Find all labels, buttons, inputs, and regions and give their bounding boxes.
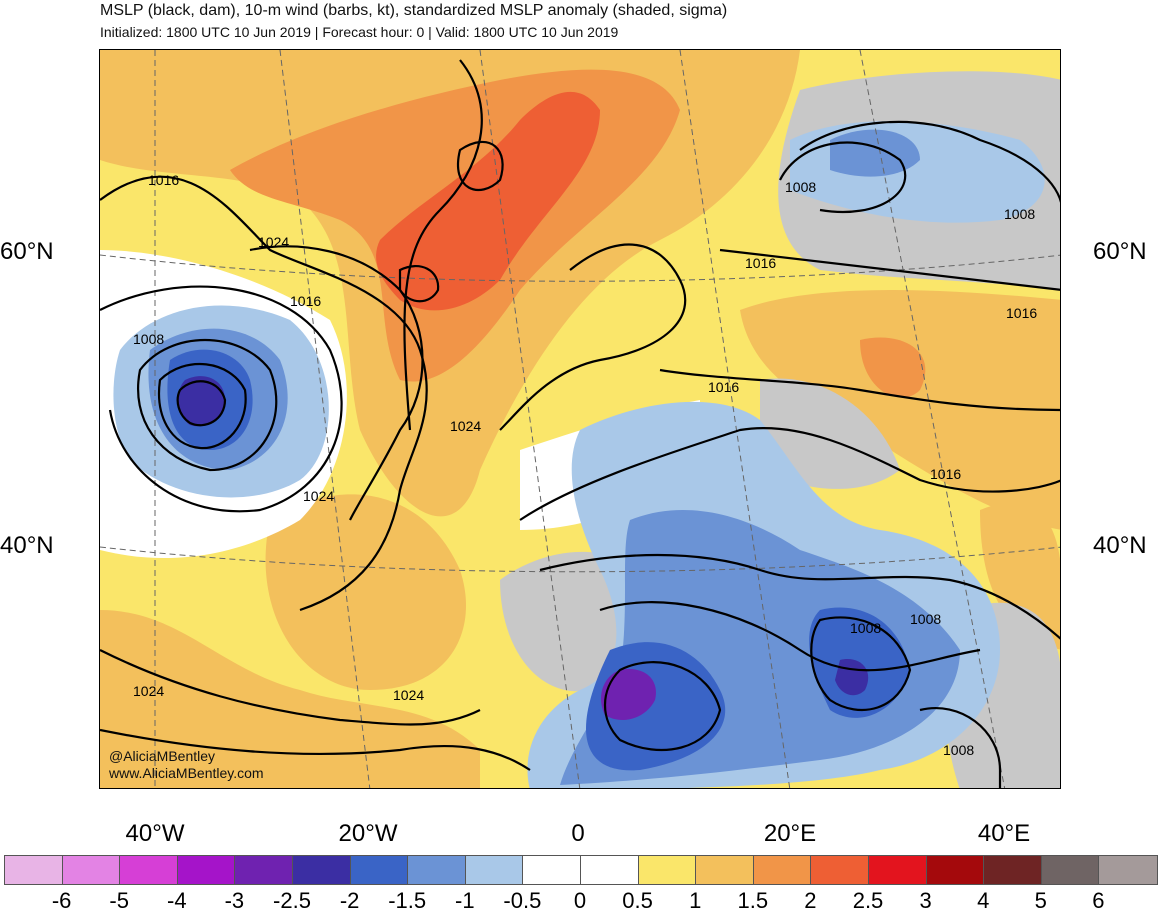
isobar-label: 1008 bbox=[850, 620, 881, 636]
colorbar-swatch bbox=[523, 856, 581, 884]
anomaly-region-east-europe bbox=[740, 290, 1060, 530]
isobars bbox=[100, 59, 1060, 788]
colorbar-swatch bbox=[926, 856, 985, 884]
isobar-label: 1024 bbox=[258, 234, 289, 250]
lon-label-40w: 40°W bbox=[125, 820, 185, 847]
lat-label-40n-right: 40°N bbox=[1093, 532, 1147, 559]
colorbar-tick-label: 5 bbox=[1034, 888, 1047, 913]
colorbar-tick-label: -0.5 bbox=[503, 888, 542, 913]
anomaly-region-cutoff-low-core bbox=[178, 376, 225, 427]
anomaly-region-scandinavia-low-mid bbox=[830, 129, 920, 177]
colorbar-tick-label: -1.5 bbox=[388, 888, 427, 913]
colorbar-tick-label: 2 bbox=[804, 888, 817, 913]
isobar-label: 1016 bbox=[708, 379, 739, 395]
colorbar-tick-label: 1 bbox=[689, 888, 702, 913]
isobar-label: 1008 bbox=[133, 331, 164, 347]
colorbar-tick-label: 6 bbox=[1092, 888, 1105, 913]
colorbar-tick-label: 0.5 bbox=[622, 888, 653, 913]
colorbar-swatch bbox=[868, 856, 927, 884]
weather-map: 1016 1024 1016 1008 1024 1024 1024 1024 … bbox=[99, 49, 1061, 789]
colorbar-swatch bbox=[120, 856, 178, 884]
isobar-label: 1024 bbox=[133, 683, 164, 699]
credit-handle: @AliciaMBentley bbox=[109, 748, 216, 764]
anomaly-region-baltic-east bbox=[860, 337, 926, 398]
anomaly-region-europe-low-core bbox=[600, 669, 656, 720]
anomaly-region-iceland-core bbox=[376, 91, 600, 311]
graticule bbox=[100, 50, 1060, 788]
lon-label-20w: 20°W bbox=[338, 820, 398, 847]
colorbar-swatch bbox=[811, 856, 869, 884]
anomaly-region-southwest bbox=[100, 610, 480, 788]
colorbar-tick-label: -3 bbox=[224, 888, 245, 913]
isobar-label: 1016 bbox=[930, 466, 961, 482]
colorbar bbox=[4, 855, 1158, 885]
isobar-label: 1016 bbox=[1006, 305, 1037, 321]
isobar-label: 1016 bbox=[148, 172, 179, 188]
colorbar-swatch bbox=[580, 856, 639, 884]
lon-label-40e: 40°E bbox=[977, 820, 1031, 847]
colorbar-tick-label: 1.5 bbox=[737, 888, 769, 913]
colorbar-swatch bbox=[696, 856, 754, 884]
credit-website: www.AliciaMBentley.com bbox=[109, 765, 264, 781]
lat-label-60n-right: 60°N bbox=[1093, 238, 1147, 265]
isobar-label: 1024 bbox=[393, 687, 424, 703]
colorbar-swatch bbox=[292, 856, 351, 884]
anomaly-region-caspian bbox=[980, 502, 1060, 650]
colorbar-tick-label: 3 bbox=[919, 888, 932, 913]
isobar-label: 1024 bbox=[450, 418, 481, 434]
chart-subtitle: Initialized: 1800 UTC 10 Jun 2019 | Fore… bbox=[100, 24, 619, 40]
colorbar-swatch bbox=[235, 856, 293, 884]
isobar-labels: 1016 1024 1016 1008 1024 1024 1024 1024 … bbox=[133, 172, 1037, 758]
colorbar-tick-label: -1 bbox=[455, 888, 475, 913]
colorbar-tick-label: -4 bbox=[167, 888, 187, 913]
colorbar-swatch bbox=[62, 856, 121, 884]
isobar-label: 1008 bbox=[910, 611, 941, 627]
colorbar-tick-label: 0 bbox=[573, 888, 587, 913]
chart-title: MSLP (black, dam), 10-m wind (barbs, kt)… bbox=[100, 2, 728, 19]
colorbar-tick-label: -5 bbox=[109, 888, 129, 913]
colorbar-swatch bbox=[408, 856, 466, 884]
map-graphics: 1016 1024 1016 1008 1024 1024 1024 1024 … bbox=[100, 50, 1060, 788]
colorbar-tick-label: -2.5 bbox=[273, 888, 311, 913]
isobar-label: 1016 bbox=[745, 255, 776, 271]
lon-label-0: 0 bbox=[571, 820, 585, 847]
lat-label-40n-left: 40°N bbox=[0, 532, 54, 559]
colorbar-swatch bbox=[1041, 856, 1100, 884]
colorbar-swatch bbox=[177, 856, 236, 884]
colorbar-tick-label: 4 bbox=[977, 888, 990, 913]
colorbar-tick-label: -6 bbox=[51, 888, 72, 913]
colorbar-swatch bbox=[753, 856, 812, 884]
isobar-label: 1016 bbox=[290, 293, 321, 309]
lon-label-20e: 20°E bbox=[763, 820, 817, 847]
colorbar-swatch bbox=[350, 856, 409, 884]
colorbar-swatch bbox=[984, 856, 1042, 884]
isobar-label: 1024 bbox=[303, 488, 334, 504]
colorbar-tick-label: -2 bbox=[339, 888, 360, 913]
colorbar-swatch bbox=[638, 856, 697, 884]
isobar-label: 1008 bbox=[785, 179, 816, 195]
colorbar-swatch bbox=[5, 856, 63, 884]
colorbar-swatch bbox=[1099, 856, 1157, 884]
anomaly-region-azores bbox=[265, 494, 466, 690]
lat-label-60n-left: 60°N bbox=[0, 238, 54, 265]
colorbar-tick-label: 2.5 bbox=[852, 888, 884, 913]
colorbar-swatch bbox=[465, 856, 524, 884]
isobar-label: 1008 bbox=[943, 742, 974, 758]
isobar-label: 1008 bbox=[1004, 206, 1035, 222]
land-east-europe bbox=[760, 378, 900, 489]
